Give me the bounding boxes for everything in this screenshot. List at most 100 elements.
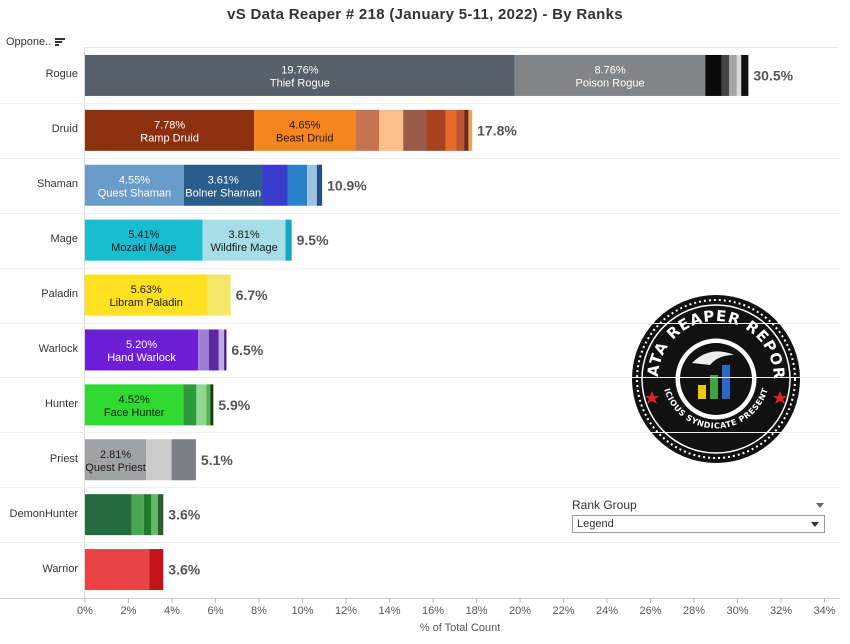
row-label-warlock: Warlock xyxy=(38,342,78,355)
bar-segment-shaman-bolner-shaman xyxy=(183,164,263,206)
bar-segment-demonhunter-other-4 xyxy=(157,494,164,536)
bar-segment-hunter-other-2 xyxy=(196,384,207,426)
segment-archetype-label: Hand Warlock xyxy=(107,352,176,364)
x-axis-tick-label: 22% xyxy=(552,605,574,617)
segment-archetype-label: Beast Druid xyxy=(276,132,333,144)
x-axis-tick-label: 14% xyxy=(378,605,400,617)
axis-baseline xyxy=(0,598,840,599)
row-divider xyxy=(0,542,840,544)
bar-segment-druid-other-6 xyxy=(445,109,457,151)
segment-value-label: 3.61% xyxy=(208,174,239,186)
bar-segment-warlock-other-2 xyxy=(208,329,219,371)
x-axis-tick-label: 24% xyxy=(596,605,618,617)
x-axis-tick-label: 20% xyxy=(509,605,531,617)
bar-segment-mage-mozaki-mage xyxy=(85,219,203,261)
class-total-label: 17.8% xyxy=(477,122,517,138)
x-axis-tick-label: 8% xyxy=(251,605,267,617)
bar-segment-demonhunter-other-1 xyxy=(131,494,144,536)
data-reaper-report-logo: DATA REAPER REPORT VICIOUS SYNDICATE PRE… xyxy=(630,293,800,463)
bar-segment-warlock-hand-warlock xyxy=(85,329,199,371)
bar-segment-rogue-other-6 xyxy=(741,54,749,96)
class-total-label: 5.9% xyxy=(218,397,250,413)
bar-segment-demonhunter-other-3 xyxy=(151,494,158,536)
segment-value-label: 2.81% xyxy=(100,449,131,461)
row-divider xyxy=(0,377,840,379)
segment-archetype-label: Bolner Shaman xyxy=(185,187,261,199)
class-total-label: 30.5% xyxy=(753,67,793,83)
row-divider xyxy=(0,487,840,489)
row-label-demonhunter: DemonHunter xyxy=(9,507,78,520)
bar-segment-demonhunter-other-2 xyxy=(143,494,152,536)
row-label-rogue: Rogue xyxy=(45,68,78,81)
bar-segment-shaman-other-4 xyxy=(307,164,317,206)
bar-segment-mage-other-2 xyxy=(285,219,292,261)
x-axis-tick-label: 32% xyxy=(770,605,792,617)
bar-segment-druid-other-9 xyxy=(468,109,473,151)
class-total-label: 3.6% xyxy=(168,507,200,523)
segment-archetype-label: Wildfire Mage xyxy=(210,242,277,254)
row-label-hunter: Hunter xyxy=(44,397,78,410)
row-divider xyxy=(0,102,840,104)
segment-value-label: 8.76% xyxy=(594,64,625,76)
bar-segment-rogue-other-3 xyxy=(721,54,730,96)
chart-title: vS Data Reaper # 218 (January 5-11, 2022… xyxy=(227,6,623,23)
segment-archetype-label: Libram Paladin xyxy=(110,297,183,309)
bar-segment-warlock-other-1 xyxy=(198,329,209,371)
x-axis-tick-label: 26% xyxy=(639,605,661,617)
segment-value-label: 4.55% xyxy=(119,174,150,186)
sort-icon[interactable] xyxy=(55,37,66,47)
segment-archetype-label: Face Hunter xyxy=(104,407,165,419)
x-axis-tick-label: 12% xyxy=(335,605,357,617)
segment-value-label: 4.52% xyxy=(119,394,150,406)
row-label-priest: Priest xyxy=(49,452,78,465)
bar-segment-rogue-other-5 xyxy=(736,54,742,96)
chevron-down-icon xyxy=(811,522,819,527)
legend-menu-caret-icon[interactable] xyxy=(816,503,824,508)
x-axis-tick-label: 2% xyxy=(121,605,137,617)
bar-segment-warlock-other-3 xyxy=(218,329,225,371)
class-total-label: 3.6% xyxy=(168,562,200,578)
row-label-paladin: Paladin xyxy=(41,288,78,301)
row-label-warrior: Warrior xyxy=(42,562,78,575)
segment-archetype-label: Mozaki Mage xyxy=(111,242,176,254)
bar-segment-druid-other-4 xyxy=(403,109,427,151)
class-total-label: 6.5% xyxy=(231,342,263,358)
x-axis-tick-label: 18% xyxy=(465,605,487,617)
segment-archetype-label: Quest Shaman xyxy=(98,187,171,199)
class-total-label: 10.9% xyxy=(327,177,367,193)
bar-segment-warlock-other-4 xyxy=(224,329,227,371)
bar-segment-druid-other-7 xyxy=(456,109,465,151)
segment-value-label: 7.78% xyxy=(154,119,185,131)
row-label-druid: Druid xyxy=(51,123,78,136)
x-axis-tick-label: 6% xyxy=(208,605,224,617)
segment-archetype-label: Poison Rogue xyxy=(575,77,644,89)
class-total-label: 5.1% xyxy=(201,452,233,468)
bar-segment-druid-ramp-druid xyxy=(85,109,255,151)
row-label-shaman: Shaman xyxy=(37,178,78,191)
bar-segment-druid-beast-druid xyxy=(254,109,356,151)
legend-title: Rank Group xyxy=(572,498,637,512)
x-axis-tick-label: 28% xyxy=(683,605,705,617)
segment-value-label: 3.81% xyxy=(228,229,259,241)
opponent-column-label: Oppone.. xyxy=(6,36,52,48)
row-divider xyxy=(0,267,840,269)
bar-segment-hunter-other-3 xyxy=(206,384,211,426)
row-divider xyxy=(0,432,840,434)
bar-segment-priest-quest-priest xyxy=(85,439,147,481)
opponent-column-header[interactable]: Oppone.. xyxy=(6,36,66,48)
bar-segment-demonhunter-other-0 xyxy=(85,494,132,536)
bar-segment-rogue-other-2 xyxy=(705,54,722,96)
bar-segment-rogue-poison-rogue xyxy=(514,54,706,96)
x-axis-tick-label: 10% xyxy=(291,605,313,617)
segment-value-label: 5.63% xyxy=(131,284,162,296)
bar-segment-warrior-other-0 xyxy=(85,549,150,591)
x-axis-tick-label: 0% xyxy=(77,605,93,617)
segment-value-label: 5.41% xyxy=(128,229,159,241)
bar-segment-hunter-other-4 xyxy=(210,384,214,426)
row-label-mage: Mage xyxy=(50,233,78,246)
segment-value-label: 19.76% xyxy=(281,64,319,76)
rank-group-dropdown[interactable]: Legend xyxy=(572,515,825,533)
row-divider xyxy=(0,157,840,159)
bar-segment-warrior-other-1 xyxy=(149,549,164,591)
